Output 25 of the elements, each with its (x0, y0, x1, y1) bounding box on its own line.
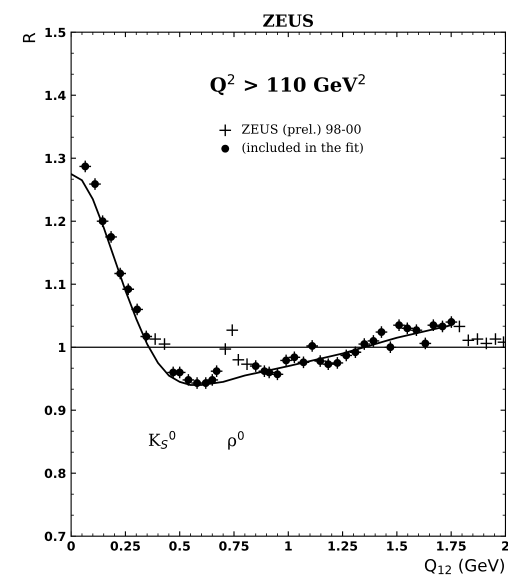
y-axis-title: R (22, 32, 36, 42)
x-axis-title: Q$_{12}$ (GeV) (424, 558, 504, 574)
legend-label: ZEUS (prel.) 98-00 (242, 124, 361, 136)
x-tick-label: 0.25 (110, 541, 140, 551)
annotation: Q$^{2}$ > 110 GeV$^{2}$ (210, 74, 365, 96)
annotation: K$_{S}$$^{0}$ (148, 430, 176, 449)
chart-title: ZEUS (263, 14, 314, 27)
y-tick-label: 1.1 (46, 280, 66, 289)
y-tick-label: 1.5 (46, 28, 66, 38)
x-tick-label: 0.75 (219, 541, 249, 551)
x-tick-label: 1.5 (387, 541, 408, 551)
y-tick-label: 1.2 (46, 216, 66, 226)
y-tick-label: 0.8 (44, 468, 66, 478)
x-tick-label: 1 (285, 541, 292, 551)
annotation: ρ$^{0}$ (228, 431, 244, 450)
y-tick-label: 1 (58, 342, 66, 352)
y-tick-label: 1.4 (46, 90, 66, 100)
x-tick-label: 1.75 (437, 541, 466, 551)
legend-label: (included in the fit) (242, 142, 363, 154)
y-tick-label: 0.9 (44, 406, 66, 416)
x-tick-label: 0 (67, 541, 75, 551)
y-tick-label: 1.3 (46, 154, 66, 164)
x-tick-label: 1.25 (328, 541, 358, 551)
x-tick-label: 0.5 (169, 541, 190, 551)
y-tick-label: 0.7 (44, 532, 66, 542)
